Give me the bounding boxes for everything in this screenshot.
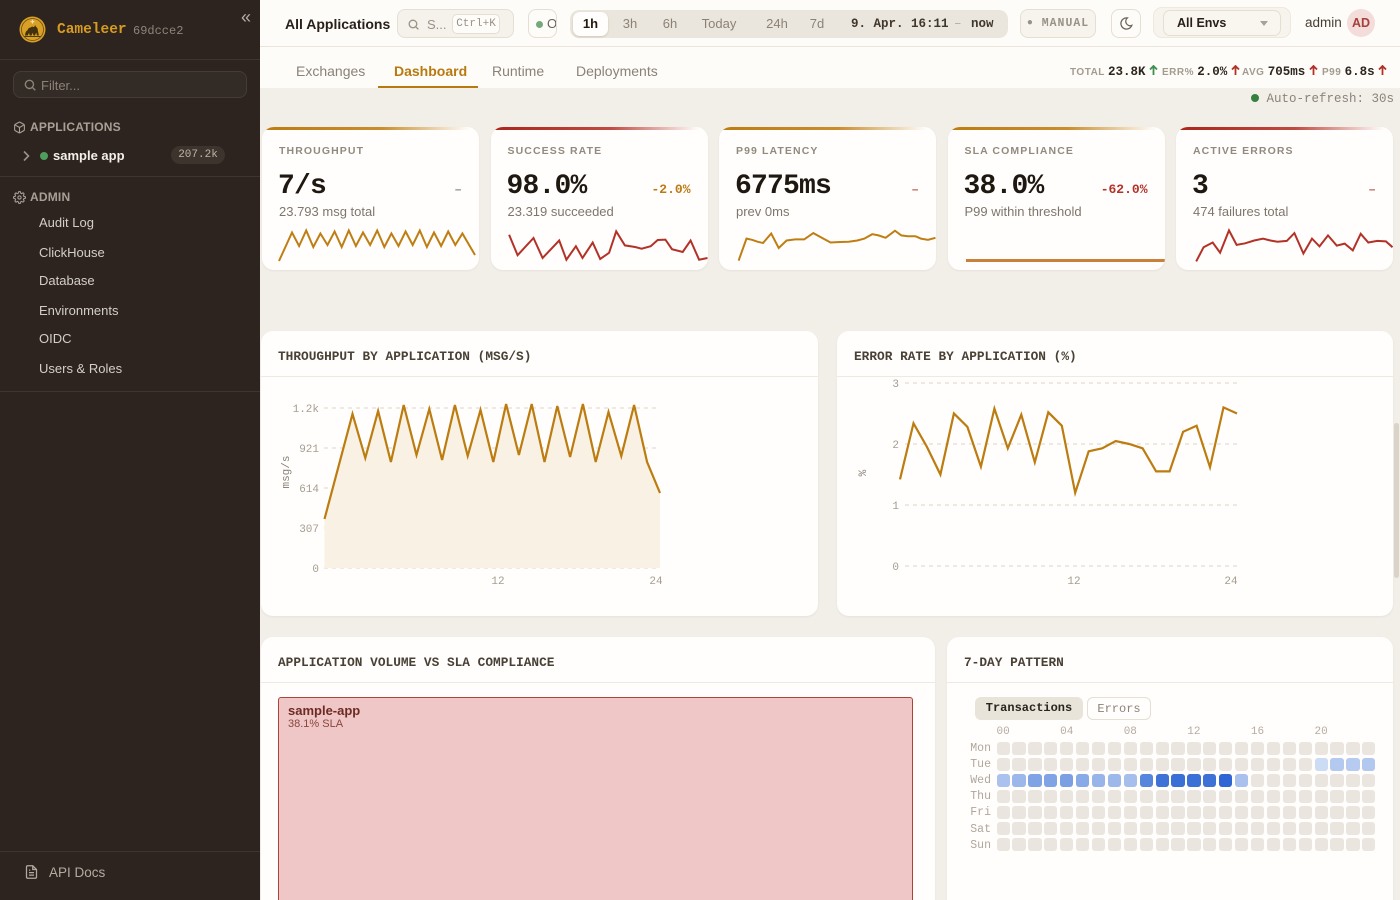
svg-text:307: 307	[299, 524, 319, 536]
svg-text:12: 12	[491, 576, 504, 588]
svg-text:0: 0	[892, 562, 899, 574]
svg-text:3: 3	[892, 379, 899, 391]
svg-text:2: 2	[892, 440, 899, 452]
svg-text:%: %	[858, 469, 870, 476]
svg-text:24: 24	[649, 576, 663, 588]
svg-text:921: 921	[299, 444, 319, 456]
svg-text:24: 24	[1224, 576, 1238, 588]
svg-text:1.2k: 1.2k	[293, 404, 320, 416]
svg-text:12: 12	[1067, 576, 1080, 588]
svg-text:614: 614	[299, 484, 319, 496]
svg-text:0: 0	[312, 564, 319, 576]
svg-text:1: 1	[892, 501, 899, 513]
svg-text:msg/s: msg/s	[281, 455, 293, 488]
